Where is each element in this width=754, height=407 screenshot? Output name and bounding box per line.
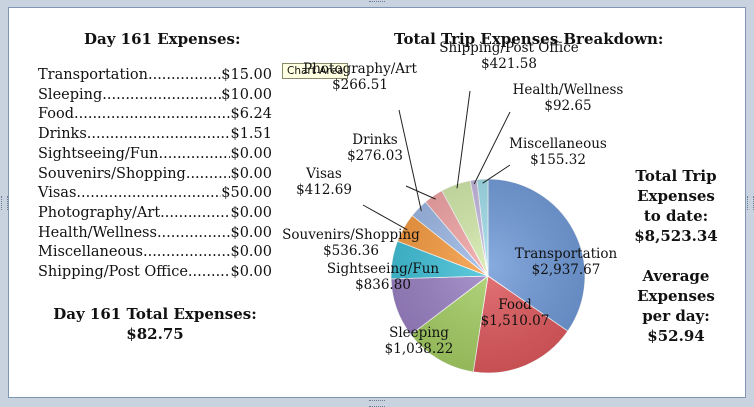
day-expense-row: Health/Wellness $0.00 [38, 225, 272, 244]
day-expense-amount: $6.24 [230, 106, 272, 123]
day-expense-row: Transportation $15.00 [38, 67, 272, 86]
day-expense-row: Drinks $1.51 [38, 126, 272, 145]
pie-label-value: $836.80 [355, 277, 411, 293]
pie-label-drinks: Drinks $276.03 [305, 132, 445, 164]
pie-label-name: Shipping/Post Office [439, 40, 579, 56]
pie-label-name: Miscellaneous [509, 136, 607, 152]
chart-area-tooltip: Chart Area [282, 63, 349, 79]
pie-label-value: $276.03 [347, 148, 403, 164]
pie-label-value: $412.69 [296, 182, 352, 198]
day-expenses-title: Day 161 Expenses: [84, 30, 241, 48]
day-expense-amount: $0.00 [230, 165, 272, 182]
day-expense-label: Souvenirs/Shopping [38, 165, 186, 182]
pie-label-value: $155.32 [530, 152, 586, 168]
day-expense-row: Visas $50.00 [38, 185, 272, 204]
pie-label-value: $2,937.67 [531, 262, 601, 278]
day-expense-label: Sightseeing/Fun [38, 145, 159, 162]
pie-label-name: Transportation [514, 246, 618, 262]
chart-area[interactable] [8, 7, 746, 398]
pie-label-value: $266.51 [332, 77, 388, 93]
total-trip-value: $8,523.34 [634, 227, 718, 245]
day-expense-row: Shipping/Post Office $0.00 [38, 264, 272, 283]
day-expense-amount: $0.00 [230, 244, 272, 261]
pie-label-visas: Visas $412.69 [254, 166, 394, 198]
total-trip-block: Total Trip Expenses to date: $8,523.34 [626, 166, 726, 246]
average-label-3: per day: [642, 307, 710, 325]
day-expense-label: Transportation [38, 67, 148, 83]
day-expense-amount: $15.00 [221, 67, 272, 83]
average-label-1: Average [642, 267, 710, 285]
pie-label-name: Sightseeing/Fun [326, 261, 440, 277]
day-expense-label: Miscellaneous [38, 244, 143, 261]
pie-label-name: Visas [306, 166, 342, 182]
day-expense-amount: $0.00 [230, 224, 272, 241]
leader-line [473, 111, 511, 185]
day-expense-amount: $50.00 [221, 185, 272, 202]
day-expense-label: Food [38, 106, 75, 123]
pie-label-name: Sleeping [389, 325, 449, 341]
day-total-label: Day 161 Total Expenses: [53, 305, 257, 323]
day-expense-amount: $1.51 [230, 126, 272, 143]
pie-label-health-wellness: Health/Wellness $92.65 [498, 82, 638, 114]
average-label-2: Expenses [637, 287, 715, 305]
pie-label-name: Photography/Art [303, 61, 417, 77]
average-block: Average Expenses per day: $52.94 [626, 266, 726, 346]
pie-label-souvenirs-shopping: Souvenirs/Shopping $536.36 [281, 227, 421, 259]
pie-label-sightseeing-fun: Sightseeing/Fun $836.80 [313, 261, 453, 293]
total-trip-label-2: Expenses [637, 187, 715, 205]
day-total-value: $82.75 [126, 325, 184, 343]
total-trip-label-3: to date: [643, 207, 709, 225]
day-expense-amount: $0.00 [230, 145, 272, 162]
pie-label-name: Food [498, 297, 532, 313]
day-expense-row: Souvenirs/Shopping $0.00 [38, 166, 272, 185]
day-expense-amount: $10.00 [221, 86, 272, 103]
pie-label-miscellaneous: Miscellaneous $155.32 [488, 136, 628, 168]
resize-handle-left[interactable] [1, 196, 8, 210]
day-expense-label: Visas [38, 185, 77, 202]
leader-line [482, 164, 511, 184]
leader-line [362, 204, 408, 231]
total-trip-label-1: Total Trip [635, 167, 717, 185]
average-value: $52.94 [647, 327, 705, 345]
pie-label-value: $536.36 [323, 243, 379, 259]
leader-line [456, 90, 471, 189]
day-expense-row: Photography/Art $0.00 [38, 205, 272, 224]
day-expense-row: Sightseeing/Fun $0.00 [38, 146, 272, 165]
leader-line [398, 109, 422, 212]
day-expense-label: Shipping/Post Office [38, 264, 188, 280]
day-expense-row: Miscellaneous $0.00 [38, 244, 272, 263]
pie-label-sleeping: Sleeping $1,038.22 [349, 325, 489, 357]
day-expense-label: Health/Wellness [38, 224, 157, 241]
day-expense-row: Food $6.24 [38, 106, 272, 125]
pie-label-name: Health/Wellness [512, 82, 624, 98]
pie-label-photography-art: Photography/Art $266.51 [290, 61, 430, 93]
pie-label-value: $421.58 [481, 56, 537, 72]
day-expense-row: Sleeping $10.00 [38, 87, 272, 106]
day-expense-amount: $0.00 [230, 204, 272, 221]
chart-title: Total Trip Expenses Breakdown: [394, 30, 664, 48]
pie-label-name: Drinks [352, 132, 398, 148]
leader-line [405, 185, 436, 200]
day-expense-label: Drinks [38, 126, 87, 143]
pie-label-shipping-post-office: Shipping/Post Office $421.58 [439, 40, 579, 72]
pie-label-value: $1,510.07 [480, 313, 550, 329]
day-expense-label: Sleeping [38, 86, 103, 103]
pie-label-value: $92.65 [544, 98, 592, 114]
day-expense-amount: $0.00 [230, 264, 272, 280]
pie-label-transportation: Transportation $2,937.67 [496, 246, 636, 278]
day-expense-label: Photography/Art [38, 204, 161, 221]
pie-label-value: $1,038.22 [384, 341, 454, 357]
pie-label-food: Food $1,510.07 [445, 297, 585, 329]
pie-label-name: Souvenirs/Shopping [282, 227, 420, 243]
